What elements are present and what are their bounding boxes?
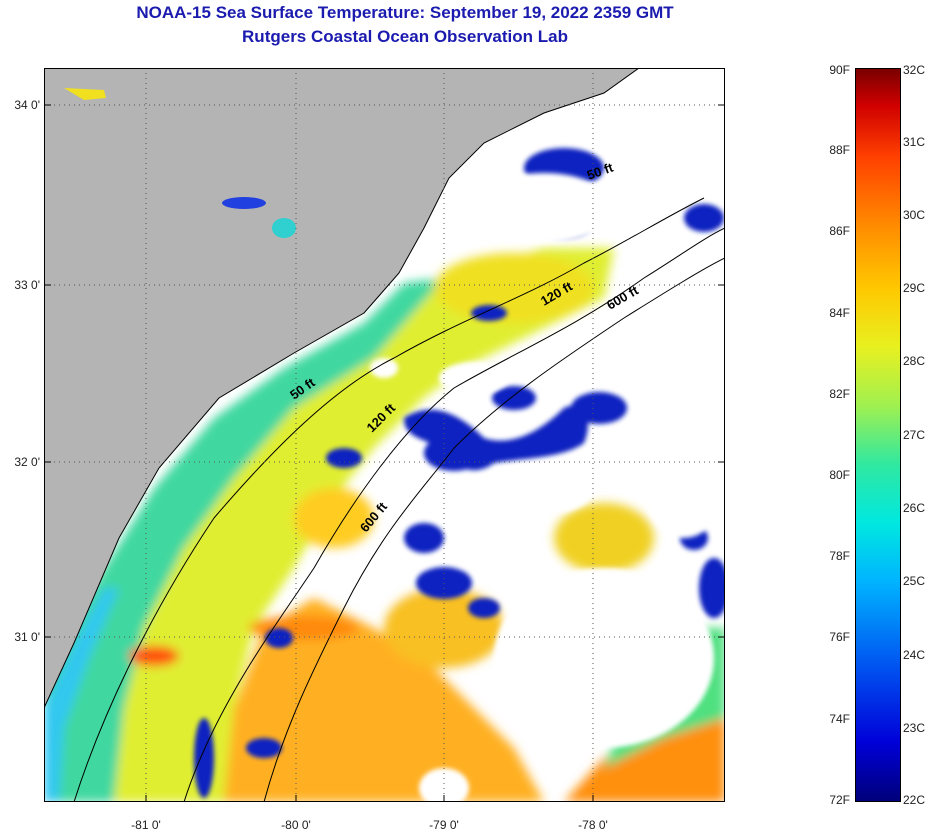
colorbar-f-label: 88F bbox=[829, 143, 850, 157]
colorbar-c-label: 22C bbox=[903, 793, 926, 807]
colorbar-c-label: 24C bbox=[903, 648, 926, 662]
colorbar-c-label: 30C bbox=[903, 208, 926, 222]
contour-120ft bbox=[183, 227, 725, 802]
lat-label-34: 34 0' bbox=[14, 98, 40, 112]
inland-river-patch bbox=[64, 88, 106, 100]
colorbar-f-label: 84F bbox=[829, 306, 850, 320]
colorbar-f-label: 74F bbox=[829, 712, 850, 726]
colorbar-f-label: 90F bbox=[829, 63, 850, 77]
lon-label-79: -79 0' bbox=[429, 818, 459, 832]
colorbar-c-label: 32C bbox=[903, 63, 926, 77]
colorbar-f-label: 78F bbox=[829, 549, 850, 563]
lon-label-80: -80 0' bbox=[281, 818, 311, 832]
sst-field bbox=[44, 98, 725, 802]
colorbar-c-label: 31C bbox=[903, 135, 926, 149]
colorbar-f-label: 82F bbox=[829, 387, 850, 401]
contour-600ft bbox=[263, 257, 725, 802]
lat-label-32: 32 0' bbox=[14, 455, 40, 469]
inland-lake bbox=[272, 218, 296, 238]
axis-ticks bbox=[44, 104, 725, 802]
colorbar-f-label: 86F bbox=[829, 224, 850, 238]
colorbar-c-label: 27C bbox=[903, 428, 926, 442]
inland-reservoir bbox=[222, 197, 266, 209]
colorbar-c-label: 26C bbox=[903, 501, 926, 515]
colorbar-f-label: 76F bbox=[829, 630, 850, 644]
colorbar-c-label: 25C bbox=[903, 574, 926, 588]
colorbar-f-label: 72F bbox=[829, 793, 850, 807]
lon-label-81: -81 0' bbox=[131, 818, 161, 832]
lat-label-33: 33 0' bbox=[14, 278, 40, 292]
sst-map: 50 ft 50 ft 120 ft 120 ft 600 ft 600 ft bbox=[44, 68, 725, 802]
map-frame bbox=[44, 68, 725, 802]
graticule bbox=[44, 68, 725, 802]
map-subtitle: Rutgers Coastal Ocean Observation Lab bbox=[242, 27, 568, 46]
map-title: NOAA-15 Sea Surface Temperature: Septemb… bbox=[136, 3, 674, 22]
lon-label-78: -78 0' bbox=[578, 818, 608, 832]
colorbar-f-label: 80F bbox=[829, 468, 850, 482]
colorbar-c-label: 23C bbox=[903, 721, 926, 735]
colorbar-c-label: 29C bbox=[903, 281, 926, 295]
colorbar-c-label: 28C bbox=[903, 354, 926, 368]
land-mass bbox=[44, 68, 640, 709]
lat-label-31: 31 0' bbox=[14, 630, 40, 644]
contour-50ft bbox=[73, 197, 705, 802]
temperature-colorbar bbox=[855, 68, 901, 802]
